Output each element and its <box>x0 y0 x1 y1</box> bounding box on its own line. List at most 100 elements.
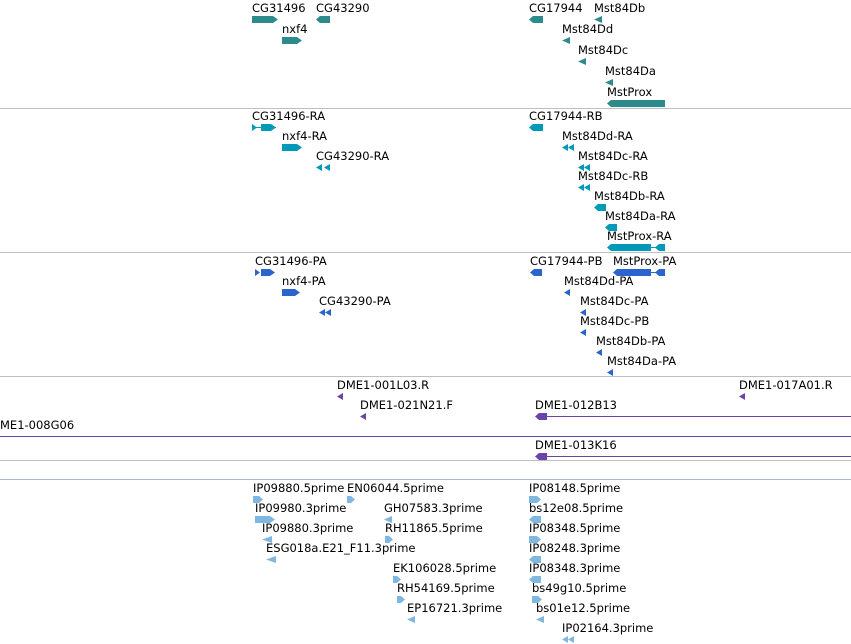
est-label: IP08248.3prime <box>529 541 621 555</box>
protein-feature[interactable]: Mst84Db-PA <box>596 335 665 356</box>
transcript-feature[interactable]: Mst84Db-RA <box>594 190 665 211</box>
protein-feature[interactable]: CG31496-PA <box>255 255 327 276</box>
protein-feature[interactable]: Mst84Da-PA <box>607 355 676 376</box>
transcript-glyph <box>578 164 648 171</box>
protein-feature[interactable]: MstProx-PA <box>613 255 676 276</box>
est-feature[interactable]: IP02164.3prime <box>562 622 653 643</box>
est-label: EK106028.5prime <box>393 561 497 575</box>
est-feature[interactable]: IP09980.3prime <box>255 502 346 523</box>
clone-feature[interactable]: DME1-013K16 <box>535 439 851 460</box>
protein-label: Mst84Dc-PA <box>580 294 649 308</box>
protein-feature[interactable]: Mst84Dc-PB <box>580 315 649 336</box>
transcript-glyph <box>607 244 672 251</box>
transcript-label: CG43290-RA <box>316 149 390 163</box>
transcript-feature[interactable]: nxf4-RA <box>282 130 327 151</box>
gene-glyph <box>605 79 656 86</box>
est-feature[interactable]: IP08348.3prime <box>529 562 620 583</box>
protein-feature[interactable]: Mst84Dd-PA <box>564 275 633 296</box>
est-feature[interactable]: ESG018a.E21_F11.3prime <box>266 542 416 563</box>
gene-glyph <box>529 16 583 23</box>
est-glyph <box>562 636 653 643</box>
est-label: bs12e08.5prime <box>529 501 624 515</box>
clone-feature[interactable]: DME1-001L03.R <box>337 379 429 400</box>
gene-feature[interactable]: MstProx <box>607 86 665 107</box>
transcript-feature[interactable]: Mst84Dd-RA <box>562 130 633 151</box>
est-glyph <box>255 516 346 523</box>
est-glyph <box>529 576 620 583</box>
est-label: IP02164.3prime <box>562 621 654 635</box>
transcript-feature[interactable]: Mst84Dc-RB <box>578 170 648 191</box>
clone-label: DME1-001L03.R <box>337 378 430 392</box>
transcript-glyph <box>562 144 633 151</box>
est-glyph <box>253 496 344 503</box>
gene-feature[interactable]: Mst84Db <box>594 2 645 23</box>
clone-glyph <box>360 413 453 420</box>
est-label: IP08148.5prime <box>529 481 621 495</box>
clone-glyph <box>535 453 851 460</box>
protein-glyph <box>319 309 391 316</box>
transcript-feature[interactable]: MstProx-RA <box>607 230 672 251</box>
protein-feature[interactable]: CG17944-PB <box>530 255 603 276</box>
est-track: IP09880.5prime EN06044.5prime IP09980.3p… <box>0 480 851 644</box>
protein-label: CG17944-PB <box>530 254 603 268</box>
transcript-label: Mst84Dc-RA <box>578 149 648 163</box>
gene-label: Mst84Dd <box>562 22 614 36</box>
clone-feature[interactable]: DME1-021N21.F <box>360 399 453 420</box>
gene-label: CG17944 <box>529 1 583 15</box>
protein-feature[interactable]: CG43290-PA <box>319 295 391 316</box>
transcript-glyph <box>529 124 603 131</box>
est-label: IP09980.3prime <box>255 501 347 515</box>
est-label: IP09880.3prime <box>262 521 354 535</box>
gene-glyph <box>607 100 665 107</box>
gene-feature[interactable]: CG31496 <box>252 2 306 23</box>
est-glyph <box>347 496 444 503</box>
gene-label: CG31496 <box>252 1 306 15</box>
protein-glyph <box>564 289 633 296</box>
protein-glyph <box>282 289 326 296</box>
transcript-label: CG17944-RB <box>529 109 603 123</box>
est-feature[interactable]: IP09880.3prime <box>262 522 353 543</box>
gene-glyph <box>252 16 306 23</box>
est-label: EN06044.5prime <box>347 481 444 495</box>
transcript-feature[interactable]: CG43290-RA <box>316 150 389 171</box>
est-feature[interactable]: RH11865.5prime <box>385 522 483 543</box>
gene-feature[interactable]: Mst84Dc <box>578 44 628 65</box>
gene-feature[interactable]: Mst84Dd <box>562 23 613 44</box>
est-feature[interactable]: IP08348.5prime <box>529 522 620 543</box>
gene-feature[interactable]: CG17944 <box>529 2 583 23</box>
protein-feature[interactable]: nxf4-PA <box>282 275 326 296</box>
transcript-feature[interactable]: Mst84Da-RA <box>605 210 676 231</box>
clone-feature[interactable]: ME1-008G06 <box>0 419 851 440</box>
est-feature[interactable]: EK106028.5prime <box>393 562 496 583</box>
transcript-label: nxf4-RA <box>282 129 328 143</box>
protein-feature[interactable]: Mst84Dc-PA <box>580 295 648 316</box>
gene-glyph <box>562 37 613 44</box>
est-feature[interactable]: EN06044.5prime <box>347 482 444 503</box>
gene-feature[interactable]: CG43290 <box>316 2 370 23</box>
gene-feature[interactable]: nxf4 <box>282 23 307 44</box>
clone-feature[interactable]: DME1-017A01.R <box>739 379 833 400</box>
gene-feature[interactable]: Mst84Da <box>605 65 656 86</box>
est-feature[interactable]: EP16721.3prime <box>407 602 502 623</box>
clone-glyph <box>739 393 833 400</box>
est-feature[interactable]: IP08148.5prime <box>529 482 620 503</box>
est-label: RH11865.5prime <box>385 521 483 535</box>
est-feature[interactable]: IP09880.5prime <box>253 482 344 503</box>
est-feature[interactable]: RH54169.5prime <box>397 582 495 603</box>
clone-feature[interactable]: DME1-012B13 <box>535 399 851 420</box>
transcript-feature[interactable]: CG31496-RA <box>252 110 325 131</box>
est-label: IP09880.5prime <box>253 481 345 495</box>
est-feature[interactable]: bs49g10.5prime <box>532 582 626 603</box>
transcript-glyph <box>578 184 648 191</box>
est-feature[interactable]: bs01e12.5prime <box>536 602 630 623</box>
est-feature[interactable]: bs12e08.5prime <box>529 502 623 523</box>
clone-track: DME1-001L03.R DME1-017A01.R DME1-021N21.… <box>0 377 851 461</box>
transcript-feature[interactable]: CG17944-RB <box>529 110 603 131</box>
est-glyph <box>397 596 495 603</box>
transcript-track: CG31496-RA nxf4-RA CG43290-RA CG17944-RB… <box>0 109 851 252</box>
transcript-feature[interactable]: Mst84Dc-RA <box>578 150 648 171</box>
protein-label: Mst84Dd-PA <box>564 274 634 288</box>
est-feature[interactable]: GH07583.3prime <box>384 502 483 523</box>
est-feature[interactable]: IP08248.3prime <box>529 542 620 563</box>
